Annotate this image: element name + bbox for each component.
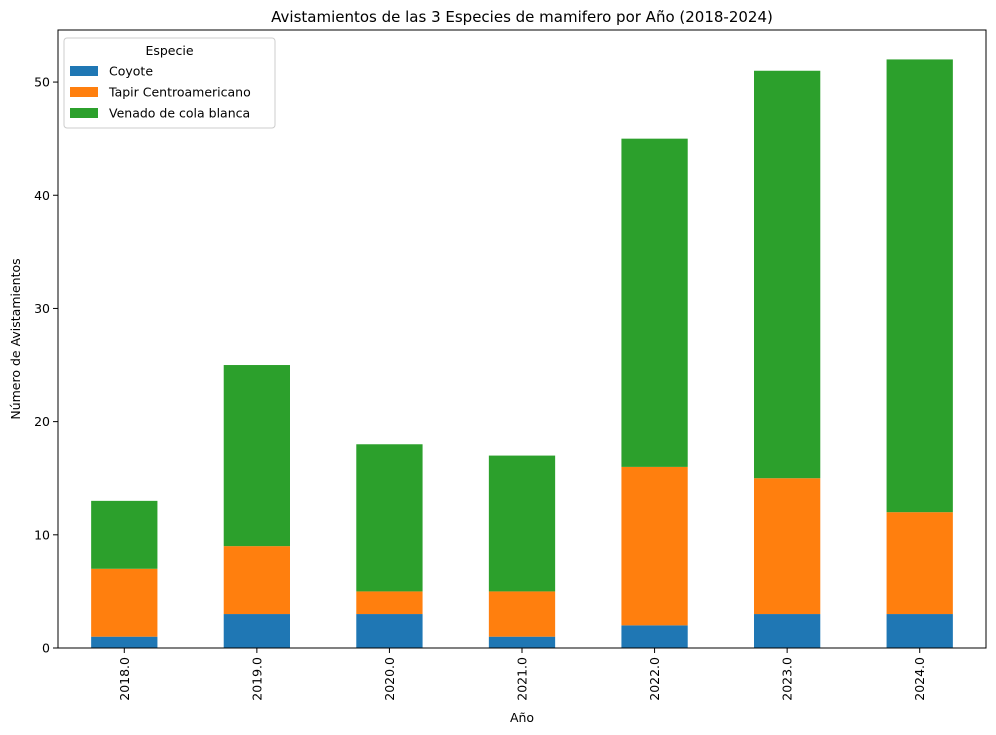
bar-2018.0-series-0 bbox=[91, 636, 158, 648]
bar-2021.0-series-2 bbox=[488, 455, 556, 592]
bar-2021.0-series-0 bbox=[488, 636, 556, 648]
chart-title: Avistamientos de las 3 Especies de mamif… bbox=[271, 8, 773, 26]
legend-label-0: Coyote bbox=[109, 64, 153, 79]
bar-2022.0-series-1 bbox=[621, 466, 688, 626]
legend-swatch-2 bbox=[70, 108, 98, 118]
y-tick-label: 10 bbox=[34, 527, 50, 542]
y-tick-label: 50 bbox=[34, 75, 50, 90]
bar-2022.0-series-2 bbox=[621, 138, 688, 467]
legend-box bbox=[63, 37, 276, 129]
bar-2019.0-series-2 bbox=[223, 365, 290, 547]
legend-swatch-0 bbox=[70, 66, 98, 76]
bar-2020.0-series-1 bbox=[356, 591, 423, 615]
bar-2019.0-series-0 bbox=[223, 614, 290, 648]
bar-2024.0-series-2 bbox=[886, 59, 953, 513]
x-tick-label: 2020.0 bbox=[382, 657, 397, 701]
x-axis-label: Año bbox=[510, 710, 534, 725]
y-axis-label: Número de Avistamientos bbox=[8, 258, 23, 419]
x-tick-label: 2019.0 bbox=[249, 657, 264, 701]
bar-2024.0-series-0 bbox=[886, 614, 953, 648]
bar-2022.0-series-0 bbox=[621, 625, 688, 648]
x-axis: 2018.0 2019.0 2020.0 2021.0 2022.0 2023.0 2024… bbox=[117, 648, 927, 701]
legend: Especie Coyote Tapir Centroamericano Venado… bbox=[63, 37, 276, 129]
bar-2023.0-series-1 bbox=[754, 478, 821, 615]
bar-2019.0-series-1 bbox=[223, 546, 290, 615]
y-tick-label: 0 bbox=[42, 641, 50, 656]
x-tick-label: 2023.0 bbox=[780, 657, 795, 701]
bar-2018.0-series-1 bbox=[91, 568, 158, 637]
y-tick-label: 20 bbox=[34, 414, 50, 429]
bar-2020.0-series-0 bbox=[356, 614, 423, 648]
x-tick-label: 2024.0 bbox=[912, 657, 927, 701]
x-tick-label: 2022.0 bbox=[647, 657, 662, 701]
legend-label-2: Venado de cola blanca bbox=[109, 106, 250, 121]
bar-2023.0-series-2 bbox=[754, 70, 821, 479]
x-tick-label: 2021.0 bbox=[515, 657, 530, 701]
legend-swatch-1 bbox=[70, 87, 98, 97]
bar-2021.0-series-1 bbox=[488, 591, 556, 637]
bar-2023.0-series-0 bbox=[754, 614, 821, 648]
x-tick-label: 2018.0 bbox=[117, 657, 132, 701]
y-tick-label: 30 bbox=[34, 301, 50, 316]
bars-layer bbox=[91, 59, 953, 648]
plot-frame bbox=[57, 29, 987, 649]
legend-label-1: Tapir Centroamericano bbox=[108, 85, 251, 100]
y-axis: 0 10 20 30 40 50 bbox=[34, 75, 58, 656]
bar-2018.0-series-2 bbox=[91, 500, 158, 569]
legend-title: Especie bbox=[145, 43, 193, 58]
bar-2020.0-series-2 bbox=[356, 444, 423, 592]
y-tick-label: 40 bbox=[34, 188, 50, 203]
bar-2024.0-series-1 bbox=[886, 512, 953, 615]
